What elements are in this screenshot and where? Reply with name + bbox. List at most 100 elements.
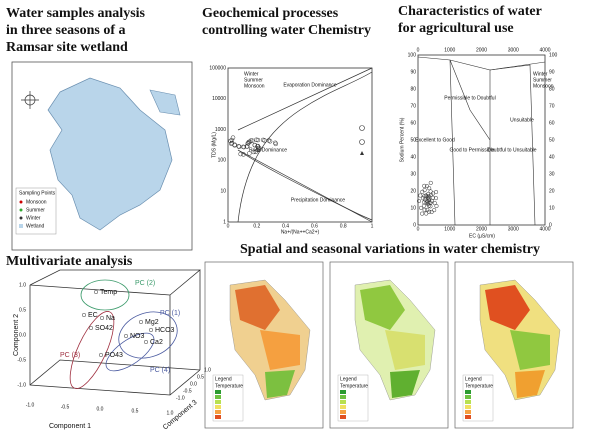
y2-tick-label: 0 (549, 222, 552, 228)
x-tick-label: 4000 (539, 226, 550, 232)
x2-tick-label: 1000 (444, 47, 455, 53)
legend-title: Legend (465, 376, 482, 382)
y2-tick-label: 50 (549, 137, 555, 143)
variable-point (138, 319, 144, 325)
tick-label: 0.0 (190, 381, 197, 387)
sample-symbol (418, 193, 423, 198)
x2-tick-label: 0 (417, 47, 420, 53)
y-tick-label: 10 (220, 189, 226, 195)
sample-symbol (416, 198, 422, 204)
legend-label: Winter (533, 71, 548, 77)
variable-label: Ca2 (150, 339, 163, 346)
sample-symbol (250, 138, 255, 143)
legend-swatch (340, 395, 346, 399)
variable-label: Na (106, 315, 115, 322)
group-label: PC (2) (135, 280, 155, 287)
map-zone (360, 285, 405, 330)
sample-symbol (255, 147, 261, 153)
panel-title: Characteristics of water (398, 4, 542, 19)
legend-title: Legend (340, 376, 357, 382)
group-label: PC (4) (150, 367, 170, 374)
y2-tick-label: 90 (549, 69, 555, 75)
sample-symbol (434, 189, 439, 195)
legend-swatch (340, 410, 346, 414)
map-zone (390, 370, 420, 398)
sample-symbol (429, 209, 434, 215)
sample-symbol (256, 145, 261, 151)
tick-label: -0.5 (61, 404, 70, 410)
x-tick-label: 1 (371, 223, 374, 229)
legend-label: Temperature (465, 383, 493, 389)
panel-title: Ramsar site wetland (6, 40, 128, 55)
sample-symbol (262, 138, 267, 143)
legend-label: Winter (26, 215, 41, 221)
y-tick-label: 0 (413, 222, 416, 228)
legend-swatch (340, 390, 346, 394)
y-axis-label: TDS (Mg/L) (211, 132, 217, 158)
sample-symbol (422, 200, 427, 205)
sample-symbol (247, 139, 253, 145)
y-tick-label: 100 (218, 158, 227, 164)
y-tick-label: 30 (410, 171, 416, 177)
sample-symbol (238, 151, 243, 157)
tick-label: -1.0 (17, 382, 26, 388)
legend-label: Summer (533, 77, 552, 83)
sample-symbol (273, 141, 278, 147)
map-zone (385, 330, 425, 370)
gibbs-plot (227, 67, 373, 223)
legend-title: Legend (215, 376, 232, 382)
legend-swatch (215, 405, 221, 409)
map-zone (510, 330, 550, 370)
sample-symbol (418, 205, 424, 210)
sample-symbol (422, 197, 428, 202)
legend-symbol (19, 208, 23, 212)
sample-symbol (241, 144, 246, 150)
variable-label: EC (88, 312, 98, 319)
sample-symbol (422, 207, 427, 212)
sample-symbol (230, 135, 236, 140)
axis-label: Component 2 (13, 314, 20, 356)
legend-label: Summer (26, 207, 45, 213)
legend-label: Monsoon (26, 199, 47, 205)
map-zone (515, 370, 545, 398)
x-tick-label: 2000 (476, 226, 487, 232)
legend-swatch (215, 410, 221, 414)
variable-point (88, 325, 94, 331)
tick-label: 1.0 (19, 282, 26, 288)
tick-label: 0.5 (19, 307, 26, 313)
panel-title: in three seasons of a (6, 23, 126, 38)
sample-symbol (428, 180, 433, 185)
map-zone (265, 370, 295, 398)
variable-label: NO3 (130, 333, 145, 340)
sample-symbol (248, 138, 254, 143)
zone-label: Unsuitable (510, 117, 534, 123)
sample-symbol (422, 188, 427, 193)
variable-label: PO43 (105, 352, 123, 359)
sample-symbol (244, 144, 250, 149)
legend-symbol (19, 200, 23, 204)
x-axis-label: EC (µS/cm) (469, 233, 495, 239)
legend-label: Winter (244, 71, 259, 77)
y-tick-label: 100000 (209, 65, 226, 71)
y2-tick-label: 60 (549, 120, 555, 126)
spatial-maps: LegendTemperatureLegendTemperatureLegend… (204, 261, 574, 429)
zone-label: Precipitation Dominance (291, 197, 345, 203)
legend-title: Sampling Points (19, 190, 56, 196)
sample-symbol (425, 207, 430, 212)
study-map (11, 61, 193, 251)
variable-label: Temp (100, 289, 117, 296)
x-tick-label: 3000 (508, 226, 519, 232)
panel-title: for agricultural use (398, 21, 514, 36)
panel-title: Multivariate analysis (6, 254, 133, 269)
sample-symbol (229, 137, 235, 143)
group-label: PC (1) (160, 310, 180, 317)
sample-symbol (232, 142, 237, 147)
y-tick-label: 10 (410, 205, 416, 211)
zone-label: Doubtful to Unsuitable (487, 147, 536, 153)
y-tick-label: 90 (410, 69, 416, 75)
zone-label: Good to Permissible (449, 147, 494, 153)
sample-symbol (424, 211, 429, 216)
x-axis-label: Na+/(Na++Ca2+) (281, 229, 320, 235)
y-tick-label: 50 (410, 137, 416, 143)
